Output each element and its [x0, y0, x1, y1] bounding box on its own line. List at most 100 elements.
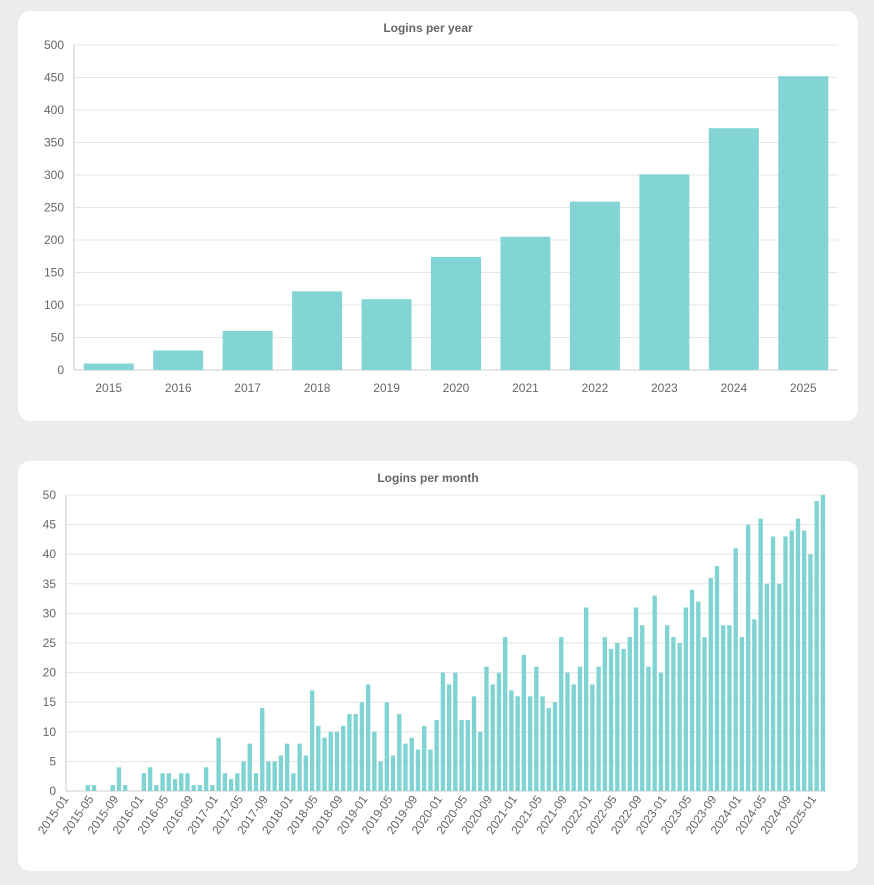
- bar: [745, 524, 751, 791]
- y-tick-label: 35: [43, 577, 57, 591]
- bar: [278, 755, 284, 791]
- bar: [590, 684, 595, 791]
- bar: [210, 785, 215, 791]
- bar: [515, 696, 520, 791]
- bar: [284, 743, 290, 791]
- bar: [596, 666, 601, 791]
- bar: [500, 236, 551, 370]
- y-tick-label: 30: [43, 606, 57, 620]
- y-tick-label: 0: [49, 784, 56, 798]
- y-tick-label: 150: [44, 266, 64, 280]
- bar: [646, 666, 651, 791]
- bar: [203, 767, 209, 791]
- bar: [91, 785, 97, 791]
- bar: [222, 773, 228, 791]
- y-tick-label: 50: [51, 331, 65, 345]
- bar: [297, 743, 302, 791]
- bar: [708, 577, 713, 791]
- bar: [222, 331, 273, 370]
- bar: [334, 731, 340, 791]
- bar: [820, 495, 826, 791]
- chart-title: Logins per year: [383, 21, 473, 35]
- bar: [123, 785, 128, 791]
- x-tick-label: 2019: [373, 381, 400, 395]
- bar: [583, 607, 589, 791]
- bar: [116, 767, 122, 791]
- bar: [453, 672, 458, 791]
- bar: [484, 666, 489, 791]
- bar: [478, 731, 483, 791]
- bar: [752, 619, 757, 791]
- bar: [430, 256, 482, 370]
- monthly-logins-chart: Logins per month 05101520253035404550201…: [35, 471, 826, 837]
- bar: [552, 702, 558, 791]
- bar: [778, 76, 829, 370]
- bar: [141, 773, 147, 791]
- bar: [633, 607, 639, 791]
- bar: [228, 779, 234, 791]
- bar: [328, 731, 333, 791]
- y-tick-label: 10: [43, 725, 57, 739]
- bar: [509, 690, 514, 791]
- bar: [808, 554, 813, 791]
- bar: [702, 637, 707, 791]
- bar: [708, 128, 759, 370]
- bar: [403, 743, 408, 791]
- bar: [365, 684, 371, 791]
- chart-title: Logins per month: [377, 471, 478, 485]
- bar: [802, 530, 807, 791]
- bar: [770, 536, 776, 791]
- bar: [409, 737, 414, 791]
- bar: [390, 755, 396, 791]
- bar: [292, 291, 343, 370]
- bar: [521, 654, 527, 791]
- bar: [671, 637, 676, 791]
- bar: [602, 637, 608, 791]
- bar: [359, 702, 365, 791]
- bar: [378, 761, 383, 791]
- y-tick-label: 300: [44, 168, 64, 182]
- y-tick-label: 250: [44, 201, 64, 215]
- bar: [615, 643, 620, 791]
- x-tick-label: 2017: [234, 381, 261, 395]
- bar: [758, 518, 763, 791]
- y-tick-label: 40: [43, 547, 57, 561]
- bar: [253, 773, 259, 791]
- bar: [639, 174, 690, 370]
- bar: [546, 708, 551, 791]
- bar: [658, 672, 664, 791]
- y-tick-label: 45: [43, 518, 57, 532]
- y-tick-label: 20: [43, 666, 57, 680]
- bar: [197, 785, 203, 791]
- bar: [764, 583, 769, 791]
- bar: [783, 536, 788, 791]
- x-tick-label: 2018: [304, 381, 331, 395]
- bar: [434, 719, 439, 791]
- bar: [565, 672, 570, 791]
- bar: [303, 755, 309, 791]
- bar: [272, 761, 277, 791]
- bar: [640, 625, 645, 791]
- bar: [683, 607, 689, 791]
- bar: [422, 725, 427, 791]
- bar: [235, 773, 240, 791]
- y-tick-label: 0: [57, 363, 64, 377]
- bar: [608, 648, 614, 791]
- bar: [789, 530, 794, 791]
- bar: [777, 583, 782, 791]
- bar: [733, 548, 738, 791]
- bar: [814, 500, 819, 791]
- bar: [166, 773, 171, 791]
- bar: [154, 785, 159, 791]
- bar: [727, 625, 732, 791]
- bar: [241, 761, 246, 791]
- bar: [739, 637, 745, 791]
- bar: [795, 518, 801, 791]
- bar: [216, 737, 221, 791]
- x-tick-label: 2022: [582, 381, 609, 395]
- bar: [503, 637, 508, 791]
- bar: [247, 743, 252, 791]
- bar: [185, 773, 190, 791]
- bar: [534, 666, 539, 791]
- bar: [440, 672, 446, 791]
